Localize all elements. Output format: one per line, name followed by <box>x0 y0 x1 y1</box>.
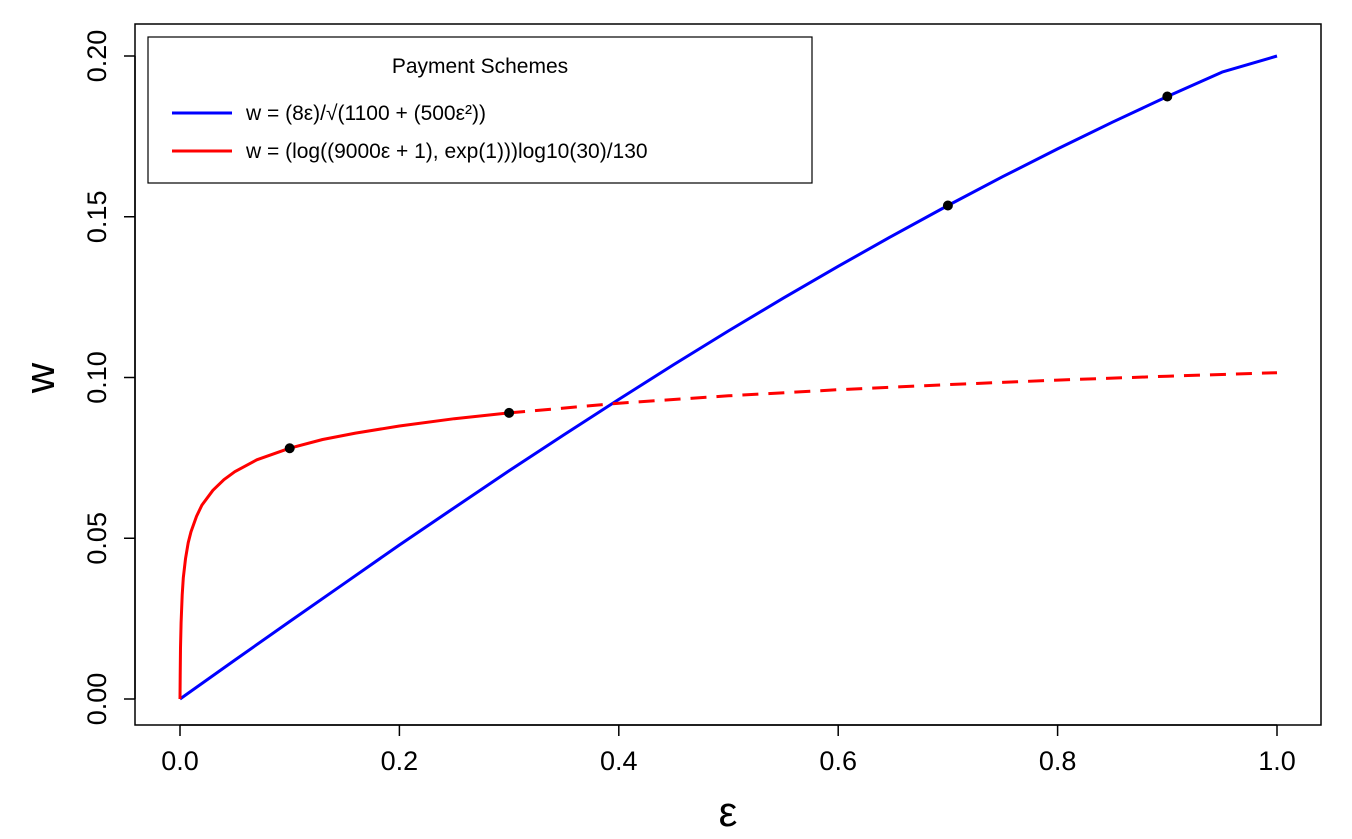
x-tick-label-2: 0.4 <box>600 746 638 776</box>
y-tick-label-1: 0.05 <box>82 512 112 565</box>
series-line-0 <box>179 54 1278 701</box>
x-axis: 0.0 0.2 0.4 0.6 0.8 1.0 <box>161 724 1296 776</box>
legend-label-red: w = (log((9000ε + 1), exp(1)))log10(30)/… <box>245 140 648 163</box>
legend-box <box>147 36 813 184</box>
x-tick-label-0: 0.0 <box>161 746 199 776</box>
x-tick-label-5: 1.0 <box>1258 746 1296 776</box>
y-axis: 0.00 0.05 0.10 0.15 0.20 <box>82 30 136 726</box>
y-tick-label-2: 0.10 <box>82 351 112 404</box>
legend: Payment Schemes w = (8ε)/√(1100 + (500ε²… <box>147 36 813 184</box>
y-tick-label-4: 0.20 <box>82 30 112 83</box>
series-line-1 <box>178 411 510 700</box>
y-tick-label-0: 0.00 <box>82 673 112 726</box>
series-layer <box>178 54 1278 701</box>
x-tick-label-1: 0.2 <box>381 746 419 776</box>
y-tick-label-3: 0.15 <box>82 191 112 244</box>
data-point-2 <box>942 200 953 211</box>
y-axis-title: w <box>16 362 63 394</box>
legend-label-blue: w = (8ε)/√(1100 + (500ε²)) <box>245 102 486 125</box>
x-tick-label-4: 0.8 <box>1039 746 1077 776</box>
x-axis-title: ε <box>719 788 738 835</box>
data-point-1 <box>504 407 515 418</box>
legend-title: Payment Schemes <box>392 55 568 78</box>
data-point-0 <box>284 443 295 454</box>
x-tick-label-3: 0.6 <box>819 746 857 776</box>
points-layer <box>284 91 1173 454</box>
series-line-2-dashed <box>508 371 1278 415</box>
data-point-3 <box>1162 91 1173 102</box>
